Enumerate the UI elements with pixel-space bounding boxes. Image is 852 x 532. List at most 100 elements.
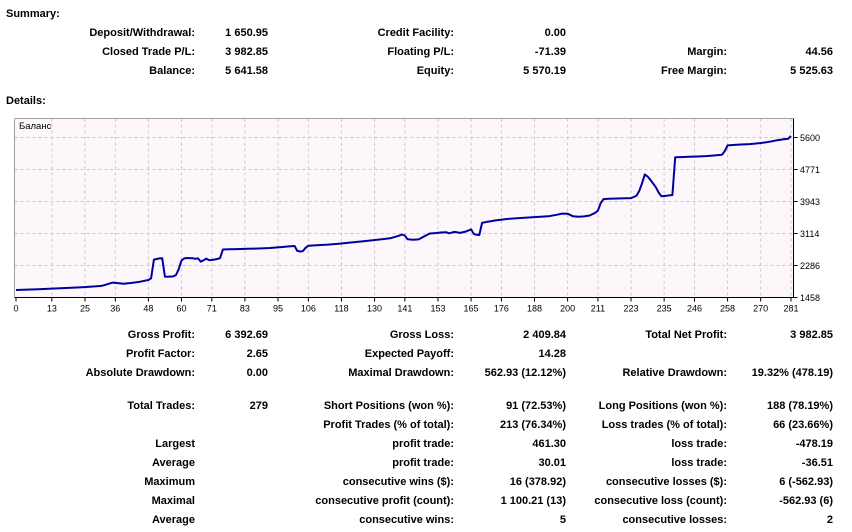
svg-text:258: 258 bbox=[720, 304, 735, 314]
label-cell: Largest bbox=[155, 438, 195, 450]
svg-text:71: 71 bbox=[207, 304, 217, 314]
svg-text:153: 153 bbox=[430, 304, 445, 314]
summary-section: Deposit/Withdrawal: 1 650.95 Credit Faci… bbox=[0, 27, 833, 84]
label-cell: consecutive losses ($): bbox=[605, 476, 727, 488]
value-cell bbox=[195, 476, 268, 495]
svg-text:176: 176 bbox=[494, 304, 509, 314]
value-cell: -71.39 bbox=[534, 46, 566, 58]
label-cell: profit trade: bbox=[392, 438, 454, 450]
value-cell: 14.28 bbox=[538, 348, 566, 360]
label-cell: Maximal bbox=[151, 495, 195, 507]
label-cell: Closed Trade P/L: bbox=[102, 46, 195, 58]
svg-text:25: 25 bbox=[80, 304, 90, 314]
label-cell: Average bbox=[151, 514, 195, 526]
details-heading: Details: bbox=[6, 95, 46, 107]
label-cell: Expected Payoff: bbox=[364, 348, 454, 360]
balance-chart-canvas: 0 13 25 36 48 60 71 83 95 106 118 130 141 153 165 176 18… bbox=[13, 118, 820, 314]
label-cell: Long Positions (won %): bbox=[598, 400, 727, 412]
label-cell: Loss trades (% of total): bbox=[601, 419, 727, 431]
value-cell: 6 392.69 bbox=[225, 329, 268, 341]
detail-row: Absolute Drawdown: 0.00 Maximal Drawdown… bbox=[0, 367, 833, 386]
value-cell: 19.32% (478.19) bbox=[751, 367, 833, 379]
value-cell bbox=[195, 457, 268, 476]
svg-text:4771: 4771 bbox=[800, 165, 820, 175]
summary-row: Deposit/Withdrawal: 1 650.95 Credit Faci… bbox=[0, 27, 833, 46]
detail-row: Average consecutive wins: 5 consecutive … bbox=[0, 514, 833, 532]
svg-text:Баланс: Баланс bbox=[19, 121, 52, 132]
label-cell: Total Trades: bbox=[127, 400, 195, 412]
svg-text:200: 200 bbox=[560, 304, 575, 314]
value-cell: 213 (76.34%) bbox=[499, 419, 566, 431]
value-cell: 2 409.84 bbox=[523, 329, 566, 341]
svg-text:106: 106 bbox=[301, 304, 316, 314]
label-cell: profit trade: bbox=[392, 457, 454, 469]
detail-row: Total Trades: 279 Short Positions (won %… bbox=[0, 400, 833, 419]
value-cell: 3 982.85 bbox=[790, 329, 833, 341]
label-cell: Absolute Drawdown: bbox=[85, 367, 195, 379]
label-cell bbox=[566, 348, 727, 367]
value-cell: 16 (378.92) bbox=[509, 476, 566, 488]
svg-text:95: 95 bbox=[273, 304, 283, 314]
value-cell: 5 570.19 bbox=[523, 65, 566, 77]
label-cell: Maximum bbox=[144, 476, 195, 488]
svg-text:165: 165 bbox=[464, 304, 479, 314]
value-cell: 6 (-562.93) bbox=[779, 476, 833, 488]
value-cell: -562.93 (6) bbox=[779, 495, 833, 507]
balance-chart: 0 13 25 36 48 60 71 83 95 106 118 130 141 153 165 176 18… bbox=[0, 112, 852, 316]
label-cell: Maximal Drawdown: bbox=[348, 367, 454, 379]
value-cell bbox=[195, 495, 268, 514]
value-cell: 562.93 (12.12%) bbox=[484, 367, 566, 379]
label-cell: Equity: bbox=[416, 65, 454, 77]
svg-text:188: 188 bbox=[527, 304, 542, 314]
label-cell: Relative Drawdown: bbox=[622, 367, 727, 379]
value-cell: 279 bbox=[249, 400, 268, 412]
summary-row: Balance: 5 641.58 Equity: 5 570.19 Free … bbox=[0, 65, 833, 84]
label-cell: Floating P/L: bbox=[387, 46, 454, 58]
summary-row: Closed Trade P/L: 3 982.85 Floating P/L:… bbox=[0, 46, 833, 65]
details-section: Gross Profit: 6 392.69 Gross Loss: 2 409… bbox=[0, 329, 833, 532]
label-cell: Total Net Profit: bbox=[645, 329, 727, 341]
value-cell bbox=[195, 438, 268, 457]
label-cell: consecutive loss (count): bbox=[594, 495, 727, 507]
svg-text:60: 60 bbox=[176, 304, 186, 314]
svg-text:211: 211 bbox=[591, 304, 605, 314]
svg-text:130: 130 bbox=[367, 304, 382, 314]
svg-text:36: 36 bbox=[110, 304, 120, 314]
label-cell: Profit Factor: bbox=[125, 348, 195, 360]
value-cell: 1 650.95 bbox=[225, 27, 268, 39]
label-cell: Margin: bbox=[687, 46, 727, 58]
svg-text:13: 13 bbox=[47, 304, 57, 314]
label-cell: Free Margin: bbox=[660, 65, 727, 77]
label-cell bbox=[566, 27, 727, 46]
label-cell: Credit Facility: bbox=[377, 27, 454, 39]
svg-text:118: 118 bbox=[334, 304, 348, 314]
label-cell: loss trade: bbox=[671, 457, 727, 469]
detail-row: Gross Profit: 6 392.69 Gross Loss: 2 409… bbox=[0, 329, 833, 348]
value-cell: 461.30 bbox=[532, 438, 566, 450]
label-cell: Gross Loss: bbox=[389, 329, 454, 341]
value-cell: 0.00 bbox=[544, 27, 566, 39]
label-cell: Gross Profit: bbox=[127, 329, 195, 341]
value-cell: 2.65 bbox=[246, 348, 268, 360]
value-cell: 5 525.63 bbox=[790, 65, 833, 77]
svg-text:270: 270 bbox=[753, 304, 768, 314]
detail-row: Profit Trades (% of total): 213 (76.34%)… bbox=[0, 419, 833, 438]
label-cell: loss trade: bbox=[671, 438, 727, 450]
value-cell: -478.19 bbox=[795, 438, 833, 450]
label-cell: Average bbox=[151, 457, 195, 469]
svg-text:2286: 2286 bbox=[800, 261, 820, 271]
label-cell: Deposit/Withdrawal: bbox=[89, 27, 195, 39]
svg-text:281: 281 bbox=[783, 304, 798, 314]
detail-row: Average profit trade: 30.01 loss trade: … bbox=[0, 457, 833, 476]
detail-row: Largest profit trade: 461.30 loss trade:… bbox=[0, 438, 833, 457]
value-cell bbox=[195, 419, 268, 438]
value-cell: 44.56 bbox=[805, 46, 833, 58]
label-cell: Profit Trades (% of total): bbox=[323, 419, 454, 431]
label-cell bbox=[0, 419, 195, 438]
svg-text:1458: 1458 bbox=[800, 293, 820, 303]
value-cell bbox=[195, 514, 268, 532]
value-cell: 1 100.21 (13) bbox=[500, 495, 566, 507]
svg-text:0: 0 bbox=[13, 304, 18, 314]
svg-text:235: 235 bbox=[657, 304, 672, 314]
